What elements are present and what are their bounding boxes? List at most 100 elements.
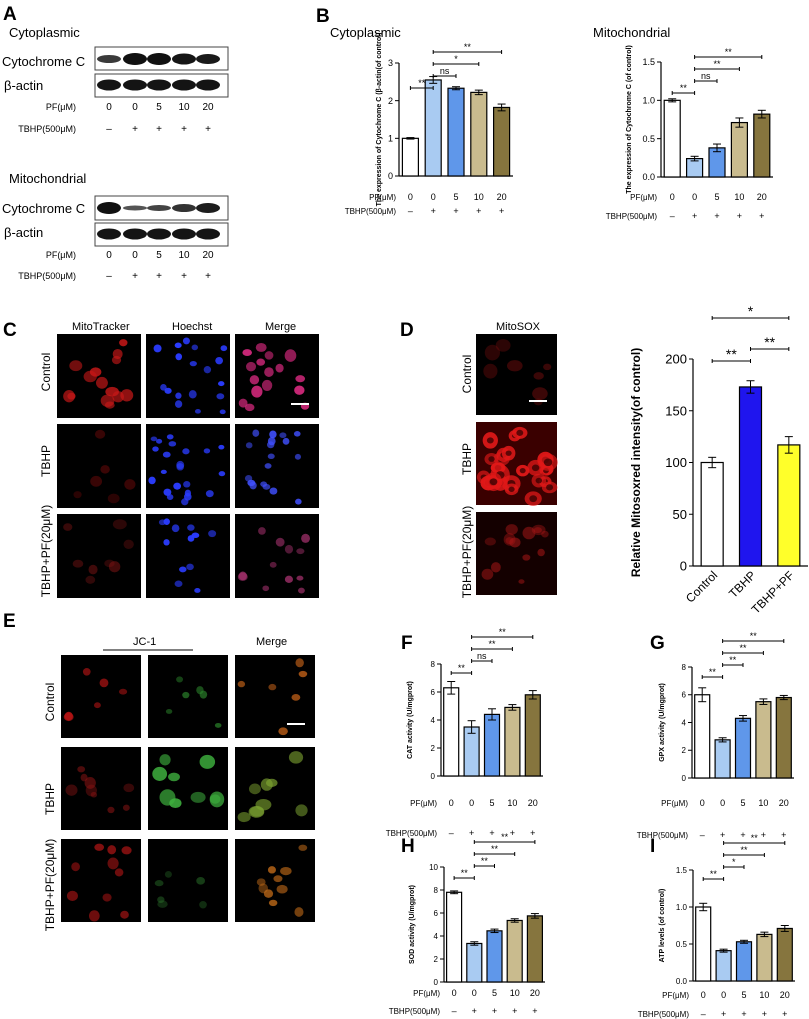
significance-label: ** bbox=[481, 856, 489, 866]
pf-value: 10 bbox=[474, 192, 484, 202]
pf-row-label: PF(μM) bbox=[630, 193, 657, 202]
significance-label: ** bbox=[710, 869, 718, 879]
significance-label: ns bbox=[440, 66, 450, 76]
bar bbox=[715, 950, 732, 982]
panel-letter-e: E bbox=[3, 611, 16, 632]
tbhp-value: + bbox=[181, 124, 187, 135]
significance-label: ** bbox=[418, 78, 426, 88]
significance-label: ** bbox=[501, 832, 509, 842]
panel-c-col-label-mitotracker: MitoTracker bbox=[72, 321, 130, 333]
tbhp-value: + bbox=[132, 124, 138, 135]
tbhp-value: + bbox=[205, 271, 211, 282]
tbhp-value: + bbox=[181, 271, 187, 282]
significance-label: * bbox=[732, 857, 736, 867]
pf-value: 20 bbox=[780, 990, 790, 1000]
significance-label: * bbox=[454, 54, 458, 64]
bar bbox=[777, 444, 801, 567]
significance-label: ** bbox=[764, 334, 775, 350]
panel-e-tile bbox=[235, 655, 315, 738]
bar bbox=[735, 941, 753, 982]
panel-e-tile bbox=[235, 747, 315, 830]
tbhp-value: + bbox=[692, 211, 697, 221]
y-tick-label: 50 bbox=[673, 507, 687, 522]
pf-value: 5 bbox=[453, 192, 458, 202]
pf-value: 0 bbox=[721, 990, 726, 1000]
pf-value: 0 bbox=[700, 798, 705, 808]
pf-value: 10 bbox=[759, 990, 769, 1000]
tbhp-value: + bbox=[782, 1009, 787, 1019]
panel-d-row-label-tbhp: TBHP bbox=[460, 443, 474, 475]
significance-label: ns bbox=[477, 651, 487, 661]
y-tick-label: 0.5 bbox=[642, 134, 655, 144]
pf-value: 10 bbox=[510, 988, 520, 998]
panel-e-tile bbox=[235, 839, 315, 922]
bar bbox=[734, 717, 752, 779]
tbhp-value: + bbox=[431, 206, 436, 216]
pf-value: 0 bbox=[449, 798, 454, 808]
bar bbox=[470, 91, 488, 177]
pf-value: 0 bbox=[132, 250, 138, 261]
pf-value: 10 bbox=[758, 798, 768, 808]
pf-value: 0 bbox=[469, 798, 474, 808]
bar bbox=[663, 99, 681, 178]
significance-label: ns bbox=[701, 71, 711, 81]
bar bbox=[463, 726, 480, 777]
pf-value: 0 bbox=[106, 102, 112, 113]
blot-mito-title: Mitochondrial bbox=[9, 171, 86, 186]
pf-row-label: PF(μM) bbox=[661, 799, 688, 808]
panel-c-tile bbox=[235, 424, 319, 508]
tbhp-row-label: TBHP(500μM) bbox=[389, 1007, 441, 1016]
y-tick-label: 2 bbox=[388, 96, 393, 106]
panel-letter-g: G bbox=[650, 633, 665, 654]
tbhp-value: + bbox=[499, 206, 504, 216]
tbhp-value: + bbox=[510, 828, 515, 838]
bar bbox=[730, 121, 749, 178]
tbhp-value: – bbox=[700, 830, 705, 840]
chart-title: Mitochondrial bbox=[593, 25, 670, 40]
tbhp-value: + bbox=[132, 271, 138, 282]
bar bbox=[526, 915, 544, 983]
y-tick-label: 1 bbox=[388, 133, 393, 143]
panel-e-row-label-tbhp-pf: TBHP+PF(20μM) bbox=[43, 839, 57, 932]
tbhp-value: + bbox=[156, 271, 162, 282]
y-tick-label: 100 bbox=[665, 455, 687, 470]
chart-treatment-rows: PF(μM) TBHP(500μM) 0 – 0 +5 +10 +20 + bbox=[638, 990, 790, 1019]
blot-mito-actin-bands bbox=[97, 228, 220, 240]
panel-d-col-label-mitosox: MitoSOX bbox=[496, 321, 541, 333]
pf-value: 5 bbox=[714, 192, 719, 202]
pf-value: 0 bbox=[408, 192, 413, 202]
tbhp-value: – bbox=[106, 271, 112, 282]
bar bbox=[524, 694, 541, 777]
bar bbox=[775, 696, 792, 779]
pf-value: 20 bbox=[528, 798, 538, 808]
panel-c-tile bbox=[146, 514, 230, 598]
tbhp-value: + bbox=[530, 828, 535, 838]
panel-e-tile bbox=[61, 839, 141, 922]
significance-label: ** bbox=[750, 631, 758, 641]
tbhp-value: + bbox=[759, 211, 764, 221]
tbhp-value: + bbox=[532, 1006, 537, 1016]
bar bbox=[493, 106, 511, 177]
y-tick-label: 1.5 bbox=[676, 866, 688, 875]
y-tick-label: 0 bbox=[682, 774, 687, 783]
chart-treatment-rows: PF(μM) TBHP(500μM) 0 – 0 +5 +10 +20 + bbox=[637, 798, 789, 840]
bar bbox=[483, 713, 501, 777]
y-tick-label: 0 bbox=[434, 978, 439, 987]
bar bbox=[466, 942, 483, 983]
pf-value: 0 bbox=[692, 192, 697, 202]
y-tick-label: 0.0 bbox=[676, 977, 688, 986]
pf-row-label: PF(μM) bbox=[46, 102, 76, 112]
tbhp-value: + bbox=[761, 830, 766, 840]
y-tick-label: 0.5 bbox=[676, 940, 688, 949]
chart-treatment-rows: PF(μM) TBHP(500μM) 0 – 0 +5 +10 +20 + bbox=[389, 988, 540, 1016]
tbhp-value: + bbox=[740, 830, 745, 840]
tbhp-value: + bbox=[781, 830, 786, 840]
bar bbox=[753, 113, 771, 178]
y-tick-label: 2 bbox=[434, 955, 439, 964]
y-axis-label: The expression of Cytochrome C (of contr… bbox=[626, 45, 633, 194]
y-tick-label: 8 bbox=[682, 663, 687, 672]
y-tick-label: 4 bbox=[434, 932, 439, 941]
pf-row-label: PF(μM) bbox=[46, 250, 76, 260]
bar bbox=[755, 701, 772, 779]
pf-value: 5 bbox=[492, 988, 497, 998]
